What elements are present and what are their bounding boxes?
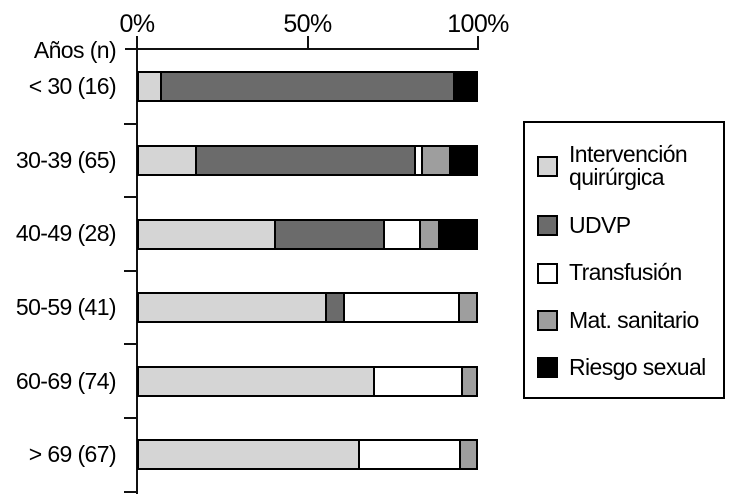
x-axis-tick bbox=[306, 36, 309, 50]
legend-label: Intervención quirúrgica bbox=[569, 141, 688, 191]
y-axis-line bbox=[136, 36, 138, 494]
legend-swatch-udvp bbox=[537, 215, 558, 237]
stacked-bar bbox=[137, 144, 478, 176]
legend-swatch-mat-sanitario bbox=[537, 310, 558, 332]
bar-segment-transfusi-n bbox=[414, 146, 422, 174]
legend-swatch-riesgo-sexual bbox=[537, 357, 558, 379]
bar-segment-transfusi-n bbox=[342, 294, 458, 322]
bar-segment-intervenci-n-quir-rgica bbox=[139, 73, 160, 101]
legend-label: UDVP bbox=[569, 211, 631, 238]
category-label: 30-39 (65) bbox=[15, 146, 117, 173]
bar-segment-udvp bbox=[273, 220, 383, 248]
x-axis-tick bbox=[136, 36, 138, 50]
stacked-bar bbox=[137, 71, 478, 103]
category-label: < 30 (16) bbox=[28, 73, 117, 100]
y-axis-tick bbox=[124, 343, 136, 346]
category-label: 40-49 (28) bbox=[15, 220, 117, 247]
category-label: 50-59 (41) bbox=[15, 294, 117, 321]
bar-segment-udvp bbox=[159, 73, 454, 101]
stacked-bar bbox=[137, 292, 478, 324]
bar-segment-riesgo-sexual bbox=[437, 220, 476, 248]
legend-item-udvp: UDVP bbox=[537, 211, 715, 238]
legend: Intervención quirúrgica UDVP Transfusión Ma… bbox=[523, 121, 725, 399]
legend-item-mat-sanitario: Mat. sanitario bbox=[537, 306, 715, 333]
bar-segment-riesgo-sexual bbox=[448, 146, 476, 174]
bar-segment-transfusi-n bbox=[382, 220, 420, 248]
y-axis-title: Años (n) bbox=[33, 36, 117, 63]
bar-segment-intervenci-n-quir-rgica bbox=[139, 294, 325, 322]
bar-segment-mat-sanitario bbox=[460, 367, 476, 395]
bar-segment-udvp bbox=[194, 146, 415, 174]
x-axis-tick bbox=[477, 36, 479, 50]
category-label: > 69 (67) bbox=[28, 441, 117, 468]
legend-item-transfusi-n: Transfusión bbox=[537, 259, 715, 286]
stacked-bar bbox=[137, 365, 478, 397]
y-axis-tick bbox=[124, 122, 136, 125]
legend-label: Transfusión bbox=[569, 259, 682, 286]
x-axis-tick-label: 0% bbox=[119, 10, 156, 38]
legend-swatch-transfusi-n bbox=[537, 262, 558, 284]
y-axis-tick bbox=[124, 417, 136, 419]
bar-segment-riesgo-sexual bbox=[453, 73, 476, 101]
bar-segment-mat-sanitario bbox=[457, 294, 476, 322]
y-axis-tick bbox=[124, 196, 136, 199]
bar-segment-intervenci-n-quir-rgica bbox=[139, 220, 274, 248]
bar-segment-udvp bbox=[324, 294, 343, 322]
y-axis-tick bbox=[124, 490, 136, 493]
bar-segment-mat-sanitario bbox=[421, 146, 449, 174]
legend-item-riesgo-sexual: Riesgo sexual bbox=[537, 354, 715, 381]
legend-item-intervenci-n-quir-rgica: Intervención quirúrgica bbox=[537, 141, 715, 191]
bar-segment-intervenci-n-quir-rgica bbox=[139, 146, 195, 174]
legend-label: Riesgo sexual bbox=[569, 354, 706, 381]
category-label: 60-69 (74) bbox=[15, 367, 117, 394]
stacked-bar bbox=[137, 218, 478, 250]
legend-swatch-intervenci-n-quir-rgica bbox=[537, 155, 558, 177]
y-axis-tick bbox=[124, 269, 136, 272]
bar-segment-transfusi-n bbox=[357, 441, 460, 469]
bar-segment-intervenci-n-quir-rgica bbox=[139, 367, 374, 395]
bar-segment-mat-sanitario bbox=[459, 441, 476, 469]
x-axis-tick-label: 50% bbox=[283, 10, 332, 38]
stacked-bar bbox=[137, 439, 478, 471]
bar-segment-mat-sanitario bbox=[419, 220, 438, 248]
bar-segment-intervenci-n-quir-rgica bbox=[139, 441, 358, 469]
legend-label: Mat. sanitario bbox=[569, 306, 699, 333]
x-axis-tick-label: 100% bbox=[447, 10, 509, 38]
x-axis-line bbox=[125, 48, 478, 50]
bar-segment-transfusi-n bbox=[373, 367, 461, 395]
